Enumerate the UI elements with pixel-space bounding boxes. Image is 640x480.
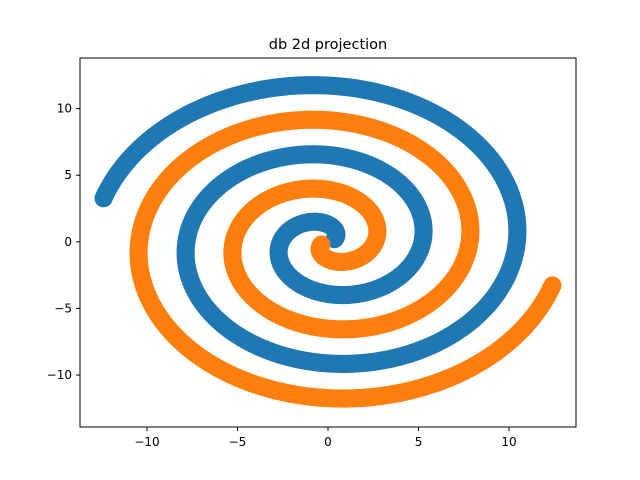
x-tick-label: 10 <box>501 435 516 449</box>
x-tick-label: 0 <box>324 435 332 449</box>
x-tick-label: 5 <box>415 435 423 449</box>
x-axis: −10 −5 0 5 10 <box>134 427 517 449</box>
y-tick-label: −5 <box>54 301 72 315</box>
series-layer <box>94 76 562 408</box>
chart-title: db 2d projection <box>269 37 387 53</box>
spiral-series-1 <box>94 76 527 373</box>
y-tick-label: 0 <box>64 235 72 249</box>
y-axis: −10 −5 0 5 10 <box>47 102 80 382</box>
spiral-series-2 <box>129 110 562 408</box>
x-tick-label: −10 <box>134 435 159 449</box>
x-tick-label: −5 <box>229 435 247 449</box>
y-tick-label: 10 <box>57 102 72 116</box>
y-tick-label: −10 <box>47 368 72 382</box>
y-tick-label: 5 <box>64 168 72 182</box>
